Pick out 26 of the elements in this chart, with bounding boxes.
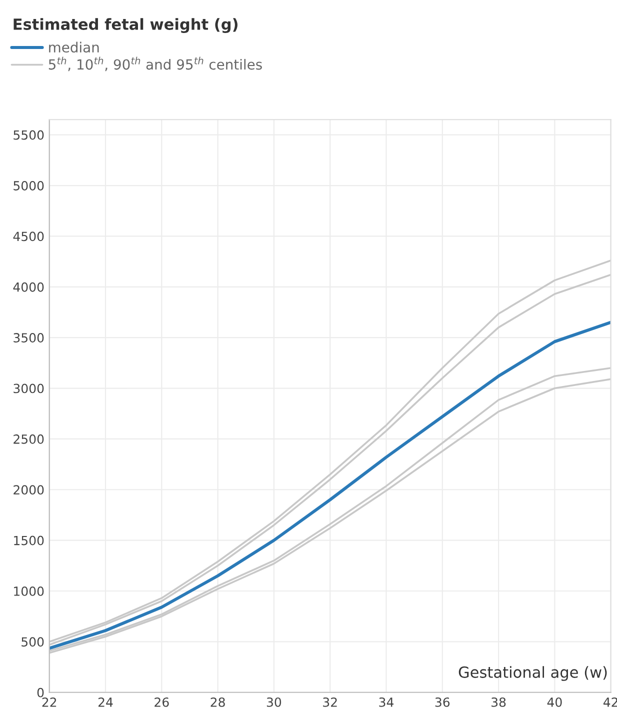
legend-label: median (49, 42, 99, 53)
x-tick-label: 24 (98, 697, 113, 707)
x-tick-label: 34 (379, 697, 394, 707)
y-tick-label: 4500 (13, 232, 44, 242)
chart-title: Estimated fetal weight (g) (14, 18, 238, 34)
x-tick-label: 36 (435, 697, 450, 707)
y-tick-label: 1500 (14, 536, 44, 546)
y-tick-label: 4000 (13, 282, 44, 292)
y-tick-label: 0 (37, 688, 44, 698)
x-tick-label: 26 (154, 697, 169, 707)
y-tick-label: 5000 (14, 180, 44, 190)
x-tick-label: 30 (266, 697, 282, 707)
x-axis-title: Gestational age (w) (458, 666, 607, 681)
x-tick-label: 22 (42, 697, 56, 707)
y-tick-label: 500 (22, 637, 44, 647)
y-tick-label: 5500 (14, 130, 44, 140)
y-tick-label: 3500 (14, 333, 44, 342)
text: 5$^{th}$, 10$^{th}$, 90$^{th}$ and 95$^{th}$ centiles (48, 56, 262, 72)
x-tick-label: 32 (323, 697, 337, 707)
x-tick-label: 40 (547, 697, 562, 707)
y-tick-label: 2500 (14, 434, 44, 444)
y-tick-label: 3000 (14, 384, 44, 394)
y-tick-label: 2000 (14, 485, 44, 495)
y-tick-label: 1000 (14, 586, 44, 596)
x-tick-label: 28 (210, 697, 225, 707)
x-tick-label: 38 (492, 697, 506, 707)
